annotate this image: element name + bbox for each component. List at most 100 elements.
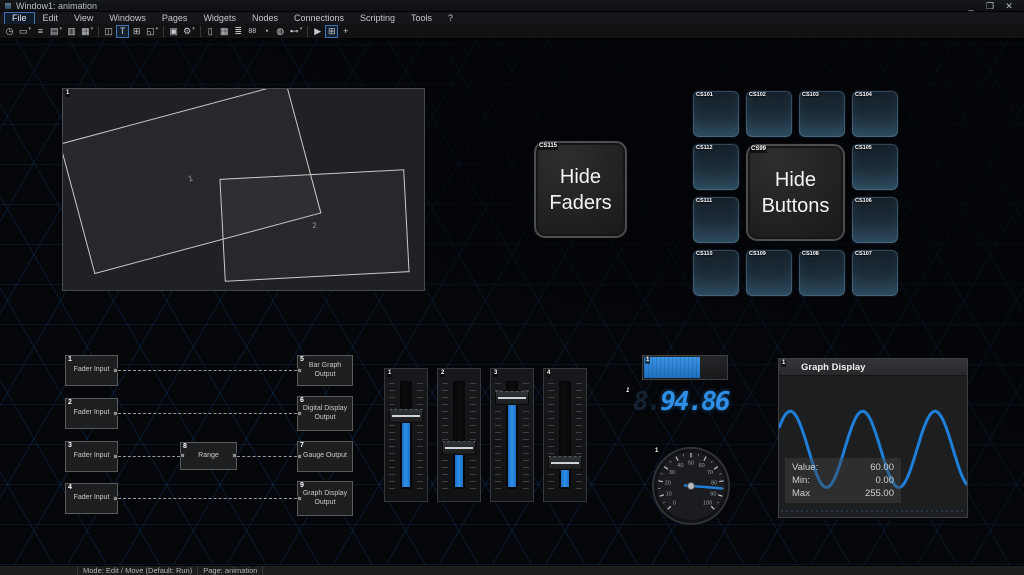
fader-1[interactable]: 1 [384,368,428,502]
cursor-tool-icon[interactable]: ◱ ▾ [146,25,159,36]
frame-tool-icon[interactable]: ◫ [104,25,113,36]
cue-button-cs101[interactable]: CS101 [692,90,740,138]
node-port[interactable] [113,410,118,416]
menu-item-pages[interactable]: Pages [161,12,188,23]
hide-buttons-button[interactable]: CS99 Hide Buttons [745,143,846,242]
status-mode: Mode: Edit / Move (Default: Run) [78,566,199,575]
cue-button-cs108[interactable]: CS108 [798,249,846,297]
connections-tool-icon[interactable]: ⊷ ▾ [289,25,303,36]
fader-handle[interactable] [389,409,423,424]
menu-item-tools[interactable]: Tools [411,12,433,23]
menu-item-nodes[interactable]: Nodes [251,12,278,23]
new-page-icon[interactable]: ▯ [207,25,213,36]
cue-button-cs106[interactable]: CS106 [851,196,899,244]
rotated-rectangle-shape[interactable]: 2 [219,169,410,282]
node-connection-wire[interactable] [118,456,180,457]
gauge-tool-icon[interactable]: ◔ [263,26,269,36]
cue-button-cs105[interactable]: CS105 [851,143,899,191]
menu-item-edit[interactable]: Edit [42,12,59,23]
cue-button-cs112[interactable]: CS112 [692,143,740,191]
menu-item-scripting[interactable]: Scripting [360,12,396,23]
node-port[interactable] [113,453,118,459]
table-tool-icon[interactable]: ▦ [219,25,229,36]
globe-icon[interactable]: ◍ [276,25,285,36]
display-tool-icon[interactable]: ▤ ▾ [50,25,63,36]
rectangle-tool-icon[interactable]: ▭ ▾ [19,25,32,36]
script-tool-icon[interactable]: ≣ [234,25,242,36]
shape-number-label: 2 [312,220,317,231]
maximize-icon[interactable]: ❐ [985,0,995,11]
shape-display-panel[interactable]: 1 1 2 [62,88,425,291]
node-port[interactable] [113,495,118,501]
node-port[interactable] [232,453,237,458]
menu-item-widgets[interactable]: Widgets [203,12,236,23]
menu-item-[interactable]: ? [448,12,454,23]
image-tool-icon[interactable]: ▣ [169,25,178,36]
fader-handle[interactable] [548,456,582,471]
svg-text:10: 10 [666,491,672,497]
menu-item-view[interactable]: View [74,12,94,23]
run-icon[interactable]: ▶ [314,25,322,36]
fader-handle[interactable] [495,391,529,406]
node-port[interactable] [180,453,185,458]
history-icon[interactable]: ◷ [5,25,14,36]
graph-stat-row: Value: 60.00 [792,461,894,474]
settings-tool-icon[interactable]: ⚙ ▾ [183,25,195,36]
node-connection-wire[interactable] [118,498,297,499]
digits-display-icon[interactable]: 88 [248,27,257,35]
node-fader-input[interactable]: 1 Fader Input [65,355,118,386]
cue-button-cs107[interactable]: CS107 [851,249,899,297]
widget-id-label: CS103 [802,92,819,98]
status-bar: Mode: Edit / Move (Default: Run) Page: an… [0,565,1024,575]
node-connection-wire[interactable] [118,370,297,371]
editor-canvas[interactable]: 1 1 2 CS115 Hide Faders CS99 Hide Buttons C… [0,39,1024,565]
node-fader-input[interactable]: 2 Fader Input [65,398,118,429]
fader-tick-marks [470,383,476,489]
node-gauge-output[interactable]: 7 Gauge Output [297,441,353,472]
cue-button-cs109[interactable]: CS109 [745,249,793,297]
grid-tool-icon[interactable]: ⊞ [132,25,141,36]
graph-display-header: Graph Display [779,359,967,376]
graph-stat-row: Min: 0.00 [792,474,894,487]
node-bar-graph-output[interactable]: 5 Bar Graph Output [297,355,353,386]
move-tool-icon[interactable]: + [343,26,349,36]
node-port[interactable] [297,495,302,501]
node-connection-wire[interactable] [118,413,297,414]
node-graph-display-output[interactable]: 9 Graph Display Output [297,481,353,516]
node-fader-input[interactable]: 3 Fader Input [65,441,118,472]
fader-4[interactable]: 4 [543,368,587,502]
node-range[interactable]: 8 Range [180,442,237,470]
fader-handle[interactable] [442,441,476,456]
fader-value-fill [402,423,410,487]
close-icon[interactable]: ✕ [1005,0,1013,11]
widget-id-label: CS104 [855,92,872,98]
widget-id-label: CS107 [855,251,872,257]
meter-tool-icon[interactable]: ▦ ▾ [81,25,94,36]
bargraph-tool-icon[interactable]: ▥ [67,25,76,36]
node-port[interactable] [113,367,118,373]
svg-text:70: 70 [707,470,713,476]
node-port[interactable] [297,410,302,416]
cue-button-cs103[interactable]: CS103 [798,90,846,138]
node-fader-input[interactable]: 4 Fader Input [65,483,118,514]
fader-2[interactable]: 2 [437,368,481,502]
menu-item-connections[interactable]: Connections [293,12,345,23]
node-connection-wire[interactable] [237,456,297,457]
cue-button-cs102[interactable]: CS102 [745,90,793,138]
menu-item-windows[interactable]: Windows [109,12,146,23]
cue-button-cs104[interactable]: CS104 [851,90,899,138]
dropdown-arrow-icon: ▾ [192,26,195,32]
node-number-label: 5 [300,356,304,363]
fader-tool-icon[interactable]: ≡ [37,26,44,36]
node-port[interactable] [297,453,302,459]
menu-item-file[interactable]: File [4,11,35,25]
node-port[interactable] [297,367,302,373]
minimize-icon[interactable]: _ [968,0,974,11]
fader-3[interactable]: 3 [490,368,534,502]
node-digital-display-output[interactable]: 6 Digital Display Output [297,396,353,431]
cue-button-cs111[interactable]: CS111 [692,196,740,244]
node-select-icon[interactable]: ⊞ [325,24,339,38]
hide-faders-button[interactable]: CS115 Hide Faders [533,140,628,239]
cue-button-cs110[interactable]: CS110 [692,249,740,297]
text-tool-icon[interactable]: T [116,24,130,38]
